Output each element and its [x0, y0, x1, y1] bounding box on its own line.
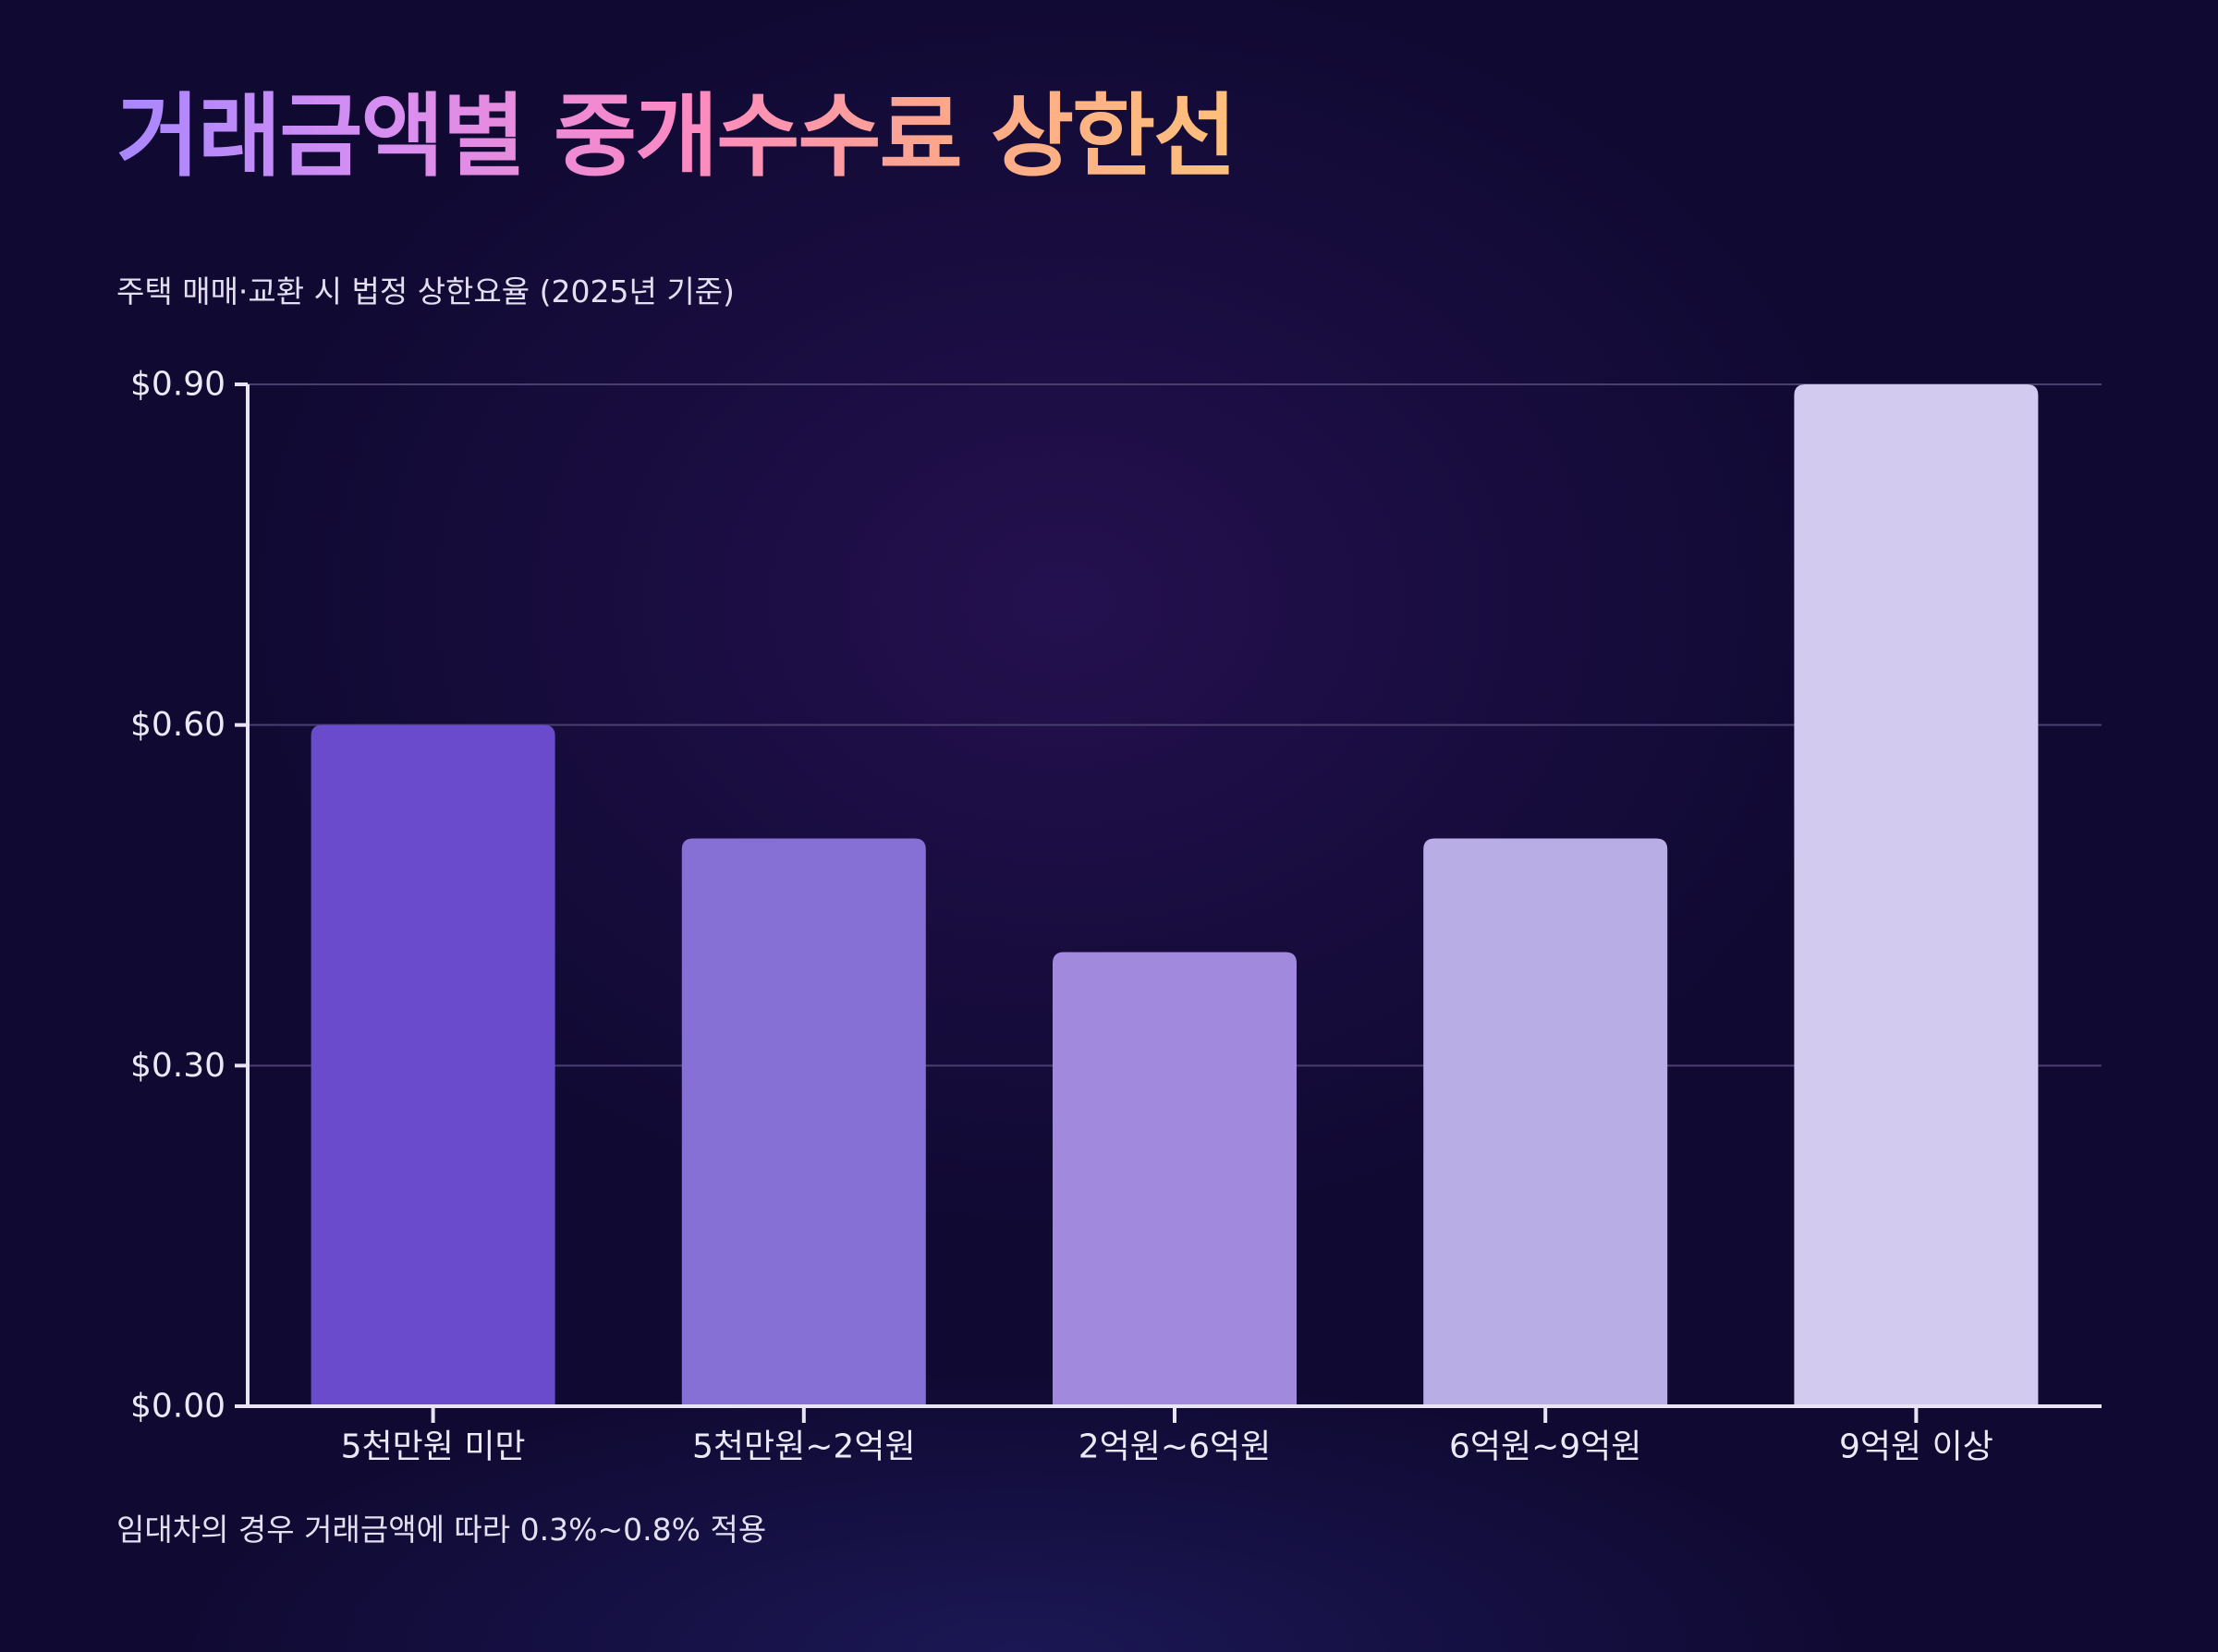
- x-tick-label: 2억원~6억원: [1079, 1428, 1271, 1466]
- bar: [1794, 384, 2039, 1406]
- chart-title: 거래금액별 중개수수료 상한선: [116, 81, 1237, 192]
- chart-subtitle: 주택 매매·교환 시 법정 상한요율 (2025년 기준): [116, 273, 735, 310]
- x-tick-label: 5천만원~2억원: [692, 1428, 916, 1466]
- x-tick-label: 9억원 이상: [1839, 1428, 1993, 1466]
- bar: [311, 724, 555, 1406]
- x-tick-label: 6억원~9억원: [1449, 1428, 1641, 1466]
- y-tick-label: $0.00: [130, 1388, 225, 1426]
- x-tick-label: 5천만원 미만: [341, 1428, 526, 1466]
- x-axis-ticks: 5천만원 미만 5천만원~2억원 2억원~6억원 6억원~9억원 9억원 이상: [341, 1406, 1993, 1466]
- y-tick-label: $0.30: [130, 1047, 225, 1085]
- y-axis-ticks: $0.00 $0.30 $0.60 $0.90: [130, 366, 248, 1426]
- chart-footnote: 임대차의 경우 거래금액에 따라 0.3%~0.8% 적용: [116, 1512, 767, 1548]
- bar: [1053, 952, 1297, 1406]
- y-tick-label: $0.90: [130, 366, 225, 404]
- bar: [681, 838, 926, 1406]
- y-tick-label: $0.60: [130, 706, 225, 744]
- bars: [311, 384, 2039, 1406]
- bar: [1423, 838, 1668, 1406]
